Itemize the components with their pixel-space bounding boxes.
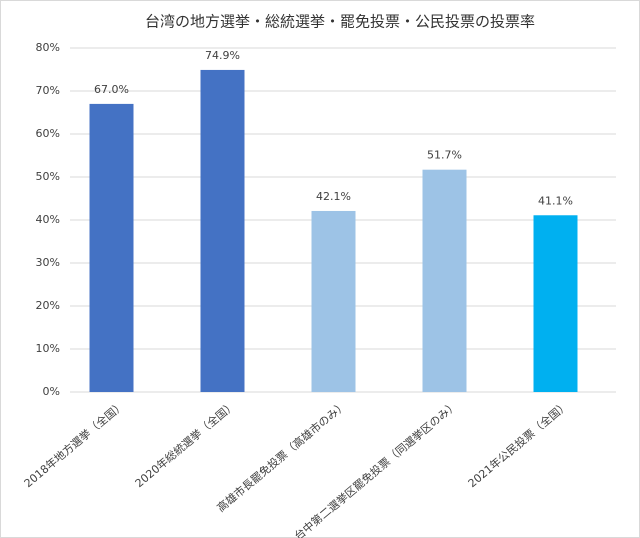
y-tick-label: 0% <box>43 385 60 398</box>
y-tick-label: 70% <box>36 84 60 97</box>
bar <box>533 215 578 392</box>
bar <box>422 169 467 392</box>
y-tick-label: 40% <box>36 213 60 226</box>
value-label: 41.1% <box>538 194 573 207</box>
y-tick-label: 20% <box>36 299 60 312</box>
value-label: 51.7% <box>427 149 462 162</box>
value-label: 74.9% <box>205 49 240 62</box>
value-label: 42.1% <box>316 190 351 203</box>
y-tick-label: 80% <box>36 41 60 54</box>
bar <box>89 103 134 393</box>
y-tick-label: 50% <box>36 170 60 183</box>
value-label: 67.0% <box>94 83 129 96</box>
bar <box>311 210 356 392</box>
chart-title: 台湾の地方選挙・総統選挙・罷免投票・公民投票の投票率 <box>145 13 535 31</box>
y-tick-label: 30% <box>36 256 60 269</box>
bar <box>200 69 245 393</box>
y-tick-label: 60% <box>36 127 60 140</box>
y-tick-label: 10% <box>36 342 60 355</box>
